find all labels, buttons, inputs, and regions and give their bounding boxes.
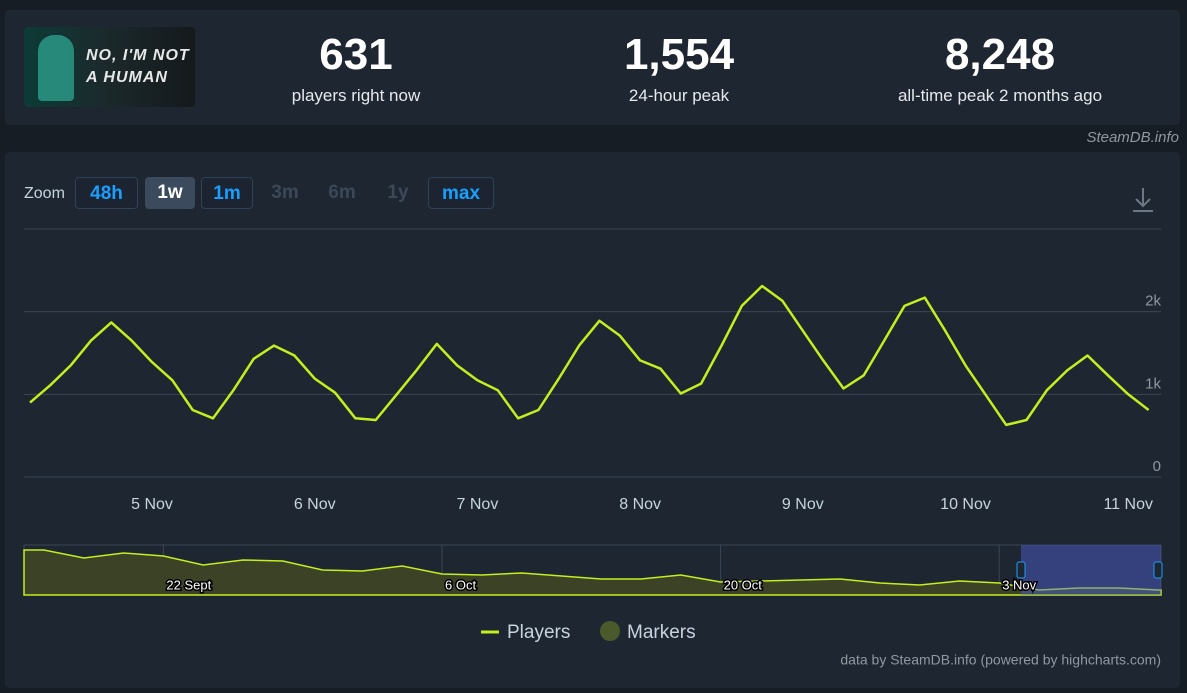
zoom-button: 6m: [328, 182, 356, 203]
stat: 8,248 all-time peak 2 months ago: [840, 30, 1160, 106]
navigator-label: 22 Sept: [166, 577, 211, 592]
zoom-button: 1y: [387, 182, 409, 203]
watermark[interactable]: SteamDB.info: [1086, 129, 1179, 146]
x-tick-label: 5 Nov: [131, 496, 173, 513]
y-tick-label: 2k: [1145, 293, 1161, 310]
legend-label[interactable]: Players: [507, 622, 570, 643]
stat-label: players right now: [291, 86, 421, 105]
zoom-button[interactable]: max: [428, 177, 494, 209]
legend-marker: [600, 621, 620, 641]
stat-value: 631: [319, 30, 393, 79]
stat-label: 24-hour peak: [628, 86, 730, 105]
x-tick-label: 10 Nov: [940, 496, 991, 513]
x-tick-label: 9 Nov: [782, 496, 824, 513]
stat: 631 players right now: [196, 30, 516, 106]
stat-value: 8,248: [944, 30, 1056, 79]
zoom-label: Zoom: [24, 185, 65, 202]
zoom-button: 3m: [271, 182, 299, 203]
zoom-button[interactable]: 1m: [201, 177, 253, 209]
stat: 1,554 24-hour peak: [519, 30, 839, 106]
legend-label[interactable]: Markers: [627, 622, 696, 643]
navigator-handle[interactable]: [1016, 561, 1026, 579]
navigator-handle[interactable]: [1153, 561, 1163, 579]
navigator-label: 6 Oct: [445, 577, 476, 592]
stats-panel: [5, 10, 1180, 125]
chart-panel: [5, 152, 1180, 688]
series-line: [29, 284, 1150, 427]
credits[interactable]: data by SteamDB.info (powered by highcha…: [840, 652, 1161, 668]
x-tick-label: 11 Nov: [1103, 496, 1153, 513]
logo-figure: [38, 35, 74, 101]
game-logo: NO, I'M NOT A HUMAN: [24, 27, 195, 107]
x-tick-label: 8 Nov: [619, 496, 661, 513]
zoom-button[interactable]: 48h: [75, 177, 138, 209]
y-tick-label: 1k: [1145, 375, 1161, 392]
stat-value: 1,554: [623, 30, 735, 79]
x-tick-label: 7 Nov: [457, 496, 499, 513]
x-tick-label: 6 Nov: [294, 496, 336, 513]
navigator-label: 3 Nov: [1002, 577, 1036, 592]
navigator-area: [23, 549, 1162, 596]
stat-label: all-time peak 2 months ago: [897, 86, 1103, 105]
navigator-window: [1021, 545, 1161, 595]
y-tick-label: 0: [1153, 458, 1161, 475]
logo-text: NO, I'M NOT A HUMAN: [86, 47, 190, 86]
download-icon[interactable]: [1133, 188, 1153, 212]
zoom-button[interactable]: 1w: [145, 177, 195, 209]
navigator-label: 20 Oct: [724, 577, 763, 592]
